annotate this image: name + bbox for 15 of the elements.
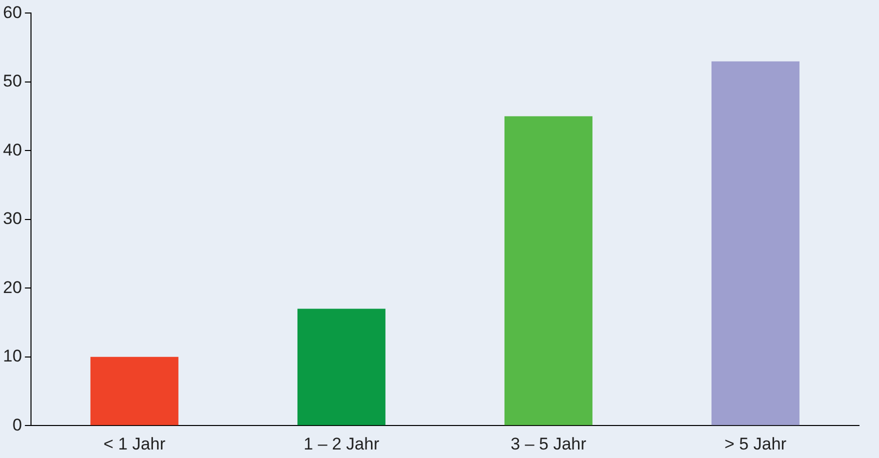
x-tick-label: < 1 Jahr bbox=[103, 434, 166, 454]
y-tick-label: 50 bbox=[2, 72, 22, 91]
y-tick-label: 30 bbox=[2, 209, 22, 228]
bar bbox=[504, 116, 592, 426]
bar bbox=[711, 61, 800, 426]
bar bbox=[297, 308, 386, 426]
y-tick-label: 60 bbox=[2, 2, 22, 22]
y-tick-label: 40 bbox=[2, 140, 22, 160]
x-tick-label: 1 – 2 Jahr bbox=[304, 434, 380, 454]
x-tick-label: > 5 Jahr bbox=[724, 434, 787, 454]
y-tick-label: 10 bbox=[2, 346, 22, 366]
x-tick-label: 3 – 5 Jahr bbox=[510, 434, 587, 454]
y-tick-label: 20 bbox=[2, 278, 22, 297]
y-tick-label: 0 bbox=[12, 415, 22, 434]
bar bbox=[90, 356, 178, 426]
